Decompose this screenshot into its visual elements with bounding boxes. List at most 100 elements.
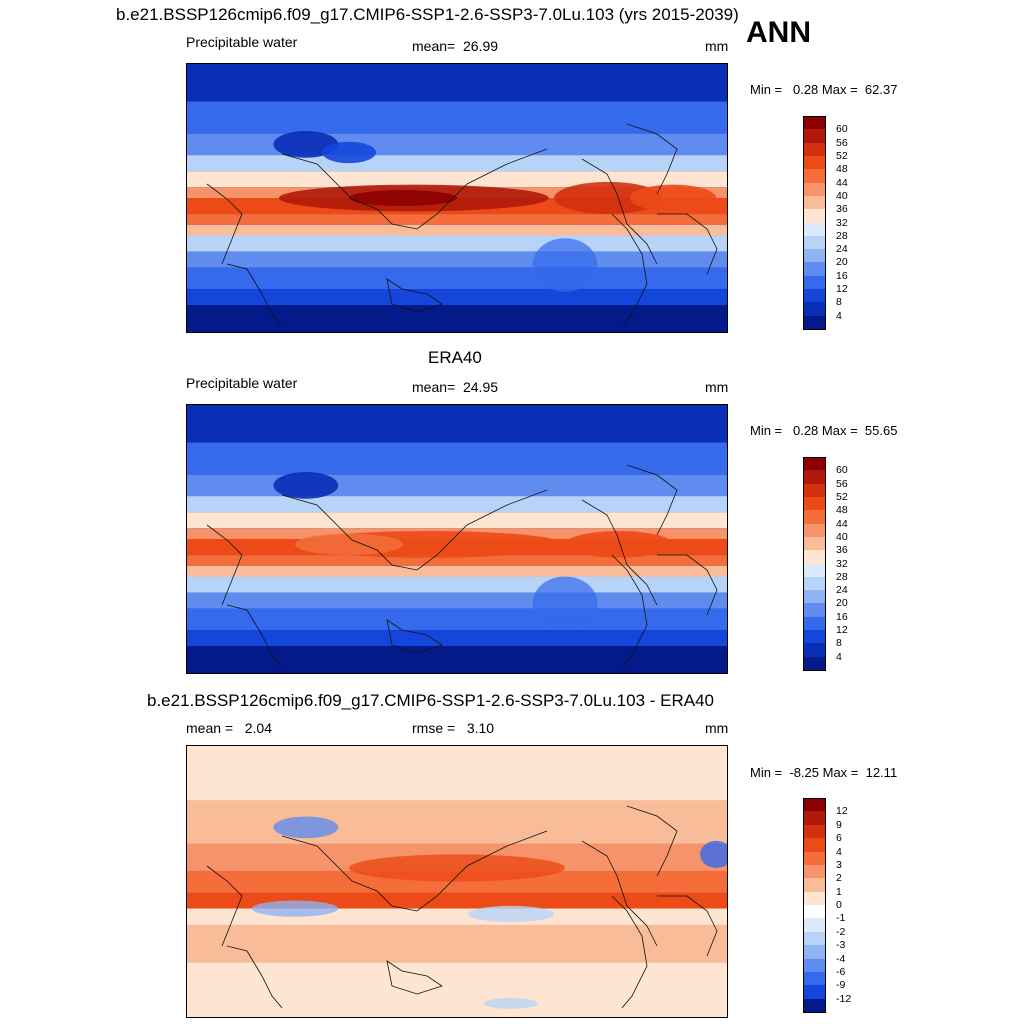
colorbar-tick-label: 12	[836, 283, 848, 296]
colorbar-swatch	[803, 116, 826, 130]
panel-2-variable-label: Precipitable water	[186, 375, 298, 391]
colorbar-tick-label: 28	[836, 229, 848, 242]
colorbar-tick-label: 36	[836, 544, 848, 557]
colorbar-tick-label: 1	[836, 885, 842, 898]
colorbar-swatch	[803, 510, 826, 525]
colorbar-swatch	[803, 811, 826, 826]
colorbar-tick-label: 48	[836, 163, 848, 176]
colorbar-swatch	[803, 302, 826, 317]
colorbar-tick-label: 6	[836, 832, 842, 845]
colorbar-tick-label: 9	[836, 818, 842, 831]
panel-2-minmax: Min = 0.28 Max = 55.65	[750, 423, 898, 438]
colorbar-swatch	[803, 603, 826, 618]
colorbar-swatch	[803, 851, 826, 866]
colorbar-tick-label: 60	[836, 464, 848, 477]
colorbar-tick-label: -12	[836, 992, 852, 1005]
panel-3-units-label: mm	[705, 720, 729, 736]
panel-1-minmax: Min = 0.28 Max = 62.37	[750, 82, 898, 97]
colorbar-swatch	[803, 235, 826, 250]
colorbar-swatch	[803, 905, 826, 919]
colorbar-tick-label: 20	[836, 256, 848, 269]
panel-1-colorbar: 60 56 52 48 44 40 36 32 28 24 20 16 12 8 4	[803, 116, 848, 330]
colorbar-tick-label: 24	[836, 243, 848, 256]
panel-2-units-label: mm	[705, 379, 729, 395]
colorbar-tick-label: 56	[836, 136, 848, 149]
panel-3-minmax: Min = -8.25 Max = 12.11	[750, 765, 898, 780]
colorbar-tick-label: 24	[836, 584, 848, 597]
colorbar-tick-label: 12	[836, 805, 848, 818]
panel-2-map	[186, 404, 728, 674]
colorbar-tick-label: 40	[836, 530, 848, 543]
colorbar-swatch	[803, 998, 826, 1013]
colorbar-tick-label: -9	[836, 979, 846, 992]
colorbar-swatch	[803, 824, 826, 839]
colorbar-tick-label: 32	[836, 216, 848, 229]
colorbar-swatch	[803, 195, 826, 210]
colorbar-swatch	[803, 891, 826, 906]
colorbar-tick-label: -3	[836, 939, 846, 952]
colorbar-swatch	[803, 275, 826, 290]
colorbar-tick-label: 44	[836, 517, 848, 530]
colorbar-swatch	[803, 945, 826, 959]
colorbar-tick-label: -4	[836, 952, 846, 965]
colorbar-tick-label: 20	[836, 597, 848, 610]
colorbar-swatch	[803, 315, 826, 330]
panel-1-variable-label: Precipitable water	[186, 34, 298, 50]
panel-3-colorbar: 12 9 6 4 3 2 1 0 -1 -2 -3 -4 -6 -9 -12	[803, 798, 851, 1013]
panel-3-map	[186, 745, 728, 1018]
colorbar-tick-label: 36	[836, 203, 848, 216]
colorbar-swatch	[803, 155, 826, 170]
panel-1-map-field	[187, 64, 727, 332]
colorbar-tick-label: 4	[836, 309, 842, 322]
colorbar-swatch	[803, 630, 826, 644]
panel-3-rmse-label: rmse = 3.10	[412, 720, 495, 736]
colorbar-swatch	[803, 182, 826, 197]
colorbar-swatch	[803, 249, 826, 263]
colorbar-swatch	[803, 470, 826, 485]
colorbar-swatch	[803, 222, 826, 237]
colorbar-tick-label: 16	[836, 269, 848, 282]
colorbar-swatch	[803, 129, 826, 144]
colorbar-swatch	[803, 563, 826, 578]
colorbar-tick-label: 8	[836, 637, 842, 650]
colorbar-swatch	[803, 643, 826, 658]
colorbar-tick-label: -2	[836, 925, 846, 938]
colorbar-swatch	[803, 656, 826, 671]
colorbar-swatch	[803, 931, 826, 946]
panel-2-mean-label: mean= 24.95	[412, 379, 499, 395]
colorbar-tick-label: 52	[836, 149, 848, 162]
colorbar-tick-label: 4	[836, 650, 842, 663]
colorbar-tick-label: 52	[836, 490, 848, 503]
panel-1-mean-label: mean= 26.99	[412, 38, 499, 54]
colorbar-swatch	[803, 496, 826, 511]
colorbar-swatch	[803, 864, 826, 879]
colorbar-swatch	[803, 209, 826, 223]
panel-3-mean-label: mean = 2.04	[186, 720, 273, 736]
colorbar-tick-label: 4	[836, 845, 842, 858]
colorbar-swatch	[803, 550, 826, 564]
colorbar-tick-label: -6	[836, 965, 846, 978]
colorbar-tick-label: 44	[836, 176, 848, 189]
panel-2-map-field	[187, 405, 727, 673]
colorbar-tick-label: 32	[836, 557, 848, 570]
colorbar-swatch	[803, 590, 826, 604]
colorbar-tick-label: 56	[836, 477, 848, 490]
colorbar-swatch	[803, 971, 826, 986]
colorbar-swatch	[803, 616, 826, 631]
colorbar-swatch	[803, 798, 826, 812]
panel-3-map-field	[187, 746, 727, 1017]
panel-1-title: b.e21.BSSP126cmip6.f09_g17.CMIP6-SSP1-2.…	[116, 5, 739, 24]
colorbar-tick-label: 0	[836, 899, 842, 911]
colorbar-swatch	[803, 483, 826, 498]
colorbar-swatch	[803, 523, 826, 538]
colorbar-swatch	[803, 918, 826, 933]
panel-3-title: b.e21.BSSP126cmip6.f09_g17.CMIP6-SSP1-2.…	[147, 691, 715, 710]
colorbar-swatch	[803, 838, 826, 852]
season-label: ANN	[746, 16, 811, 49]
colorbar-swatch	[803, 576, 826, 591]
colorbar-swatch	[803, 878, 826, 893]
colorbar-tick-label: 60	[836, 123, 848, 136]
panel-2-colorbar: 60 56 52 48 44 40 36 32 28 24 20 16 12 8 4	[803, 457, 848, 671]
panel-2-title: ERA40	[428, 348, 482, 367]
colorbar-swatch	[803, 457, 826, 471]
